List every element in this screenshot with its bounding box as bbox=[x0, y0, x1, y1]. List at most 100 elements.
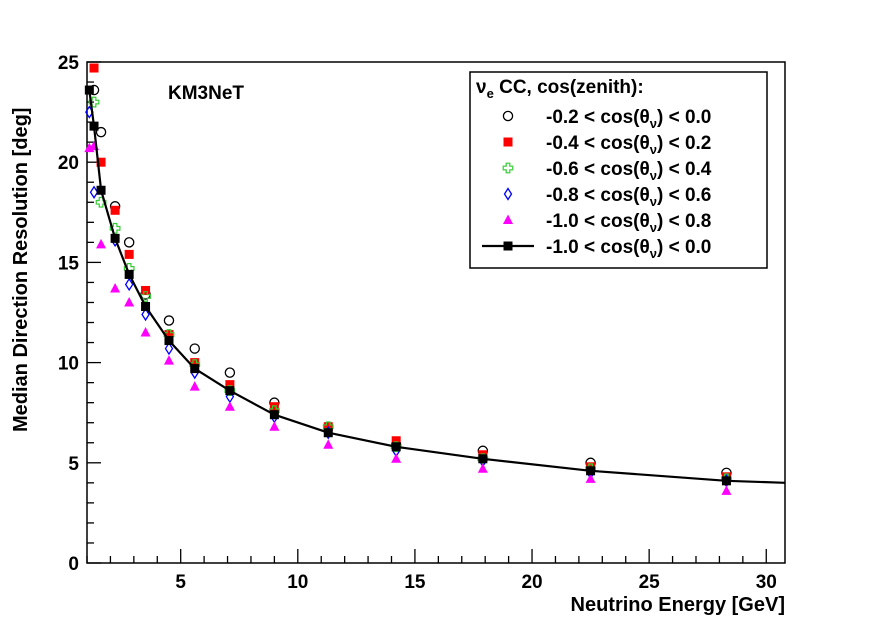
x-tick-label: 30 bbox=[756, 572, 777, 593]
legend-box bbox=[469, 71, 768, 269]
series-6-point bbox=[84, 85, 94, 95]
series-2-point bbox=[96, 157, 106, 167]
series-3-point bbox=[95, 196, 107, 208]
series-1-point bbox=[163, 315, 175, 326]
legend-label-1: -0.2 < cos(θν) < 0.0 bbox=[546, 107, 711, 131]
series-6-point bbox=[323, 428, 333, 438]
legend-title: νe CC, cos(zenith): bbox=[476, 77, 644, 101]
series-5-point bbox=[140, 327, 151, 337]
series-6-point bbox=[124, 269, 134, 279]
legend-label-subscript: ν bbox=[650, 194, 657, 209]
series-3-point bbox=[109, 222, 121, 234]
legend-marker-2 bbox=[503, 137, 513, 147]
legend-marker-5 bbox=[503, 214, 513, 224]
plot-area: 5 10 15 20 25 30 0 5 10 15 20 25 νe CC, cos(zenith):… bbox=[58, 53, 786, 593]
series-2-point bbox=[269, 402, 279, 412]
legend-label-5: -1.0 < cos(θν) < 0.8 bbox=[546, 211, 711, 235]
series-5-point bbox=[391, 453, 402, 463]
legend-label-subscript: ν bbox=[650, 220, 657, 235]
series-5-point bbox=[189, 381, 200, 391]
series-5 bbox=[84, 140, 732, 495]
legend-label-tail: ) < 0.4 bbox=[657, 159, 712, 180]
legend-marker-3 bbox=[502, 162, 514, 174]
series-2-point bbox=[124, 249, 134, 259]
legend-label-tail: ) < 0.6 bbox=[657, 185, 711, 206]
legend-marker-1 bbox=[502, 110, 514, 122]
series-6-point bbox=[110, 233, 120, 243]
series-6-point bbox=[225, 386, 235, 396]
series-2-point bbox=[190, 358, 200, 368]
legend-label-tail: ) < 0.0 bbox=[657, 107, 711, 128]
series-2-point bbox=[391, 436, 401, 446]
series-5-point bbox=[163, 355, 174, 365]
y-tick-label: 20 bbox=[58, 153, 79, 174]
legend-label-main: -0.4 < cos(θ bbox=[546, 133, 650, 154]
series-2-point bbox=[164, 330, 174, 340]
y-tick-label: 25 bbox=[58, 53, 80, 74]
series-6-point bbox=[478, 454, 488, 464]
series-1-point bbox=[189, 343, 200, 354]
series-2-point bbox=[225, 380, 235, 390]
series-5-point bbox=[269, 421, 280, 431]
series-2-point bbox=[89, 63, 99, 73]
legend-label-4: -0.8 < cos(θν) < 0.6 bbox=[546, 185, 711, 209]
series-6-point bbox=[141, 301, 151, 311]
legend-marker-4 bbox=[503, 187, 513, 201]
series-1-point bbox=[123, 237, 135, 248]
series-6-point bbox=[391, 442, 401, 452]
series-5-point bbox=[110, 282, 121, 293]
y-tick-label: 15 bbox=[58, 253, 80, 274]
x-tick-label: 20 bbox=[521, 572, 542, 593]
series-3-point bbox=[88, 96, 100, 108]
legend-label-tail: ) < 0.2 bbox=[657, 133, 711, 154]
x-tick-label: 5 bbox=[175, 572, 186, 593]
series-6-point bbox=[586, 466, 596, 476]
plot-frame bbox=[86, 61, 786, 564]
legend-title-symbol: ν bbox=[476, 77, 487, 98]
legend-label-tail: ) < 0.0 bbox=[657, 237, 711, 258]
legend-marker-6 bbox=[503, 241, 513, 251]
y-tick-label: 10 bbox=[58, 354, 79, 375]
legend-label-3: -0.6 < cos(θν) < 0.4 bbox=[546, 159, 712, 183]
x-axis-title: Neutrino Energy [GeV] bbox=[571, 594, 785, 616]
legend-label-subscript: ν bbox=[650, 168, 657, 183]
series-4-point bbox=[89, 185, 99, 199]
legend-label-tail: ) < 0.8 bbox=[657, 211, 711, 232]
series-6-point bbox=[96, 185, 106, 195]
legend-label-subscript: ν bbox=[650, 142, 657, 157]
series-5-point bbox=[323, 439, 334, 449]
series-6-point bbox=[269, 410, 279, 420]
x-tick-label: 25 bbox=[639, 572, 661, 593]
legend-label-subscript: ν bbox=[650, 116, 657, 131]
y-tick-label: 0 bbox=[68, 554, 79, 575]
series-5-point bbox=[585, 473, 596, 483]
y-tick-label: 5 bbox=[68, 454, 79, 475]
series-2-point bbox=[110, 205, 120, 215]
series-5-point bbox=[124, 296, 135, 307]
series-6-point bbox=[164, 336, 174, 346]
series-6-point bbox=[721, 476, 731, 486]
legend-label-main: -0.6 < cos(θ bbox=[546, 159, 650, 180]
legend-label-main: -1.0 < cos(θ bbox=[546, 211, 650, 232]
series-6 bbox=[84, 85, 786, 486]
legend-title-text: CC, cos(zenith): bbox=[494, 77, 644, 98]
legend-label-6: -1.0 < cos(θν) < 0.0 bbox=[546, 237, 711, 261]
series-6-point bbox=[89, 121, 99, 131]
legend-label-main: -0.8 < cos(θ bbox=[546, 185, 650, 206]
legend-label-subscript: ν bbox=[650, 246, 657, 261]
series-4-point bbox=[124, 277, 134, 292]
x-tick-label: 15 bbox=[404, 572, 426, 593]
series-5-point bbox=[721, 485, 732, 495]
legend-label-2: -0.4 < cos(θν) < 0.2 bbox=[546, 133, 711, 157]
series-4-point bbox=[164, 341, 174, 356]
series-4-point bbox=[141, 307, 150, 322]
series-6-point bbox=[190, 364, 200, 374]
x-tick-label: 10 bbox=[287, 572, 308, 593]
series-5-point bbox=[96, 238, 107, 249]
legend-label-main: -0.2 < cos(θ bbox=[546, 107, 650, 128]
series-5-point bbox=[477, 463, 488, 473]
legend-label-main: -1.0 < cos(θ bbox=[546, 237, 650, 258]
y-axis-title: Median Direction Resolution [deg] bbox=[10, 108, 32, 432]
annotation-km3net: KM3NeT bbox=[168, 83, 244, 104]
